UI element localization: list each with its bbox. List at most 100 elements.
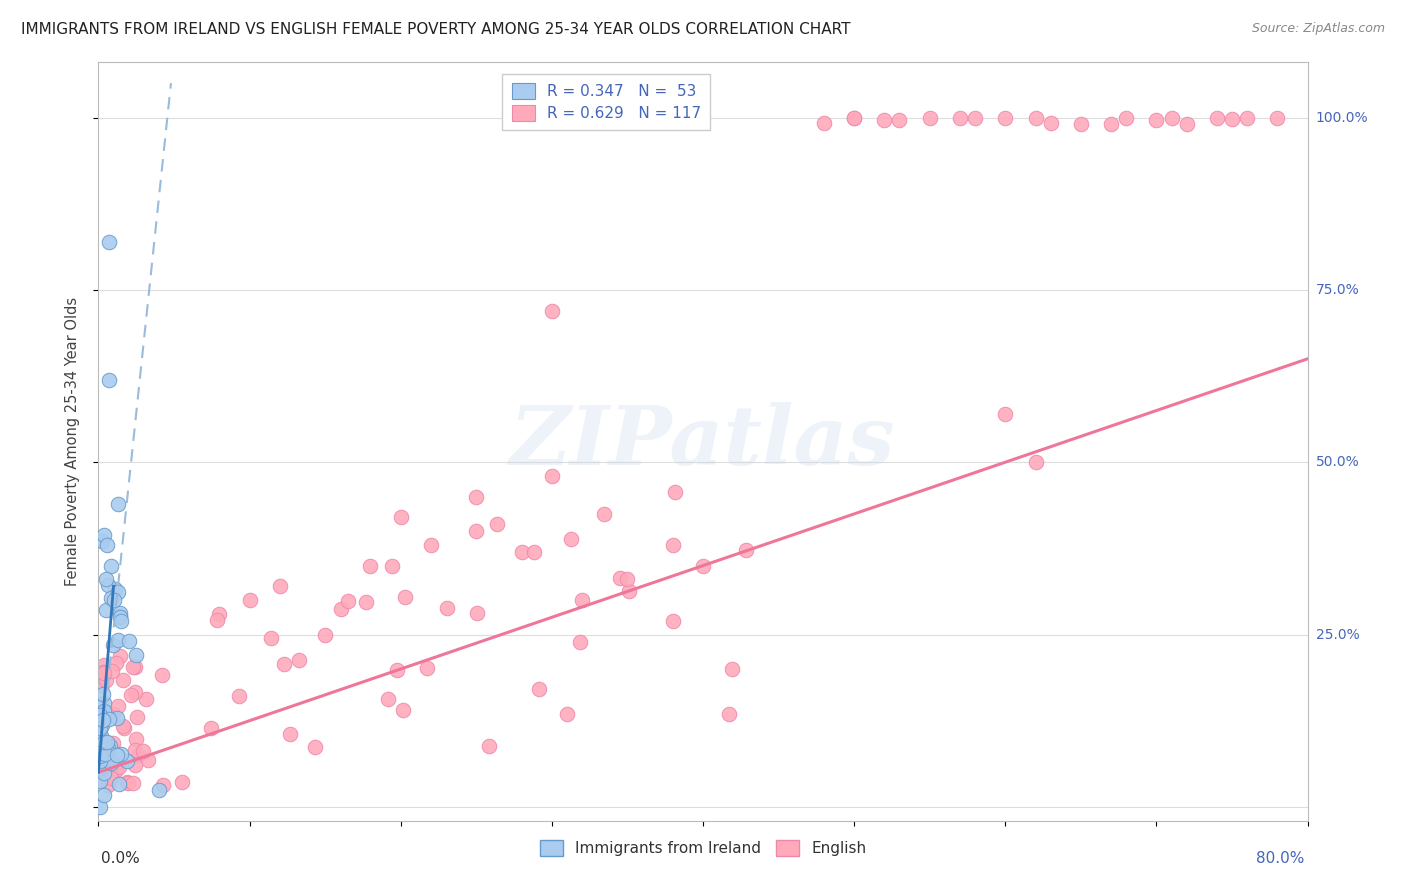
Point [735,543,758,558]
Point [949,111,972,125]
Point [89,721,111,735]
Point [1144,112,1167,127]
Point [1175,117,1198,131]
Point [661,538,683,552]
Point [1267,111,1289,125]
Point [93,657,115,672]
Point [104,764,127,778]
Text: 100.0%: 100.0% [1316,111,1368,125]
Point [101,639,124,653]
Point [93,705,115,719]
Point [122,776,145,790]
Point [90,729,112,743]
Point [692,558,714,573]
Point [844,111,866,125]
Point [465,524,488,538]
Point [208,607,231,621]
Point [89,761,111,775]
Point [90,670,112,684]
Point [91,742,114,756]
Point [108,610,131,624]
Point [89,702,111,716]
Point [486,517,509,532]
Point [965,111,987,125]
Point [101,665,124,679]
Point [111,719,134,733]
Point [100,756,122,770]
Point [89,748,111,763]
Point [91,687,114,701]
Point [124,743,146,757]
Point [269,579,291,593]
Point [136,753,159,767]
Point [105,748,128,763]
Point [96,578,118,592]
Point [510,545,533,559]
Point [100,762,122,776]
Point [150,668,173,682]
Point [93,665,115,680]
Point [89,723,111,738]
Point [391,703,413,717]
Point [523,544,546,558]
Point [889,112,911,127]
Point [1160,111,1182,125]
Point [593,508,616,522]
Point [994,111,1017,125]
Point [107,777,129,791]
Point [540,303,562,318]
Point [124,757,146,772]
Point [609,571,631,585]
Point [813,116,835,130]
Point [108,759,131,773]
Point [377,692,399,706]
Point [93,735,115,749]
Point [101,736,124,750]
Point [205,613,228,627]
Point [360,558,382,573]
Point [110,606,132,620]
Point [118,634,141,648]
Point [89,754,111,768]
Point [571,593,593,607]
Point [527,682,550,697]
Point [105,710,128,724]
Text: IMMIGRANTS FROM IRELAND VS ENGLISH FEMALE POVERTY AMONG 25-34 YEAR OLDS CORRELAT: IMMIGRANTS FROM IRELAND VS ENGLISH FEMAL… [21,22,851,37]
Point [1024,455,1046,469]
Point [273,657,295,672]
Point [720,662,742,676]
Point [394,591,416,605]
Point [110,614,132,628]
Point [89,799,111,814]
Point [555,706,578,721]
Point [200,721,222,735]
Point [90,678,112,692]
Point [93,789,115,803]
Point [336,594,359,608]
Point [420,538,443,552]
Point [664,484,686,499]
Point [569,635,592,649]
Point [89,757,111,772]
Point [91,754,114,768]
Point [617,583,640,598]
Point [616,573,638,587]
Point [96,538,118,552]
Text: 80.0%: 80.0% [1257,851,1305,866]
Point [105,656,128,670]
Point [107,497,129,511]
Point [108,649,131,664]
Point [125,731,148,746]
Point [120,688,142,702]
Point [101,707,124,722]
Point [661,614,683,628]
Point [91,718,114,732]
Point [107,584,129,599]
Point [98,739,121,753]
Point [94,573,117,587]
Point [1024,111,1046,125]
Point [228,689,250,703]
Point [1206,111,1229,125]
Point [1070,117,1092,131]
Point [314,627,336,641]
